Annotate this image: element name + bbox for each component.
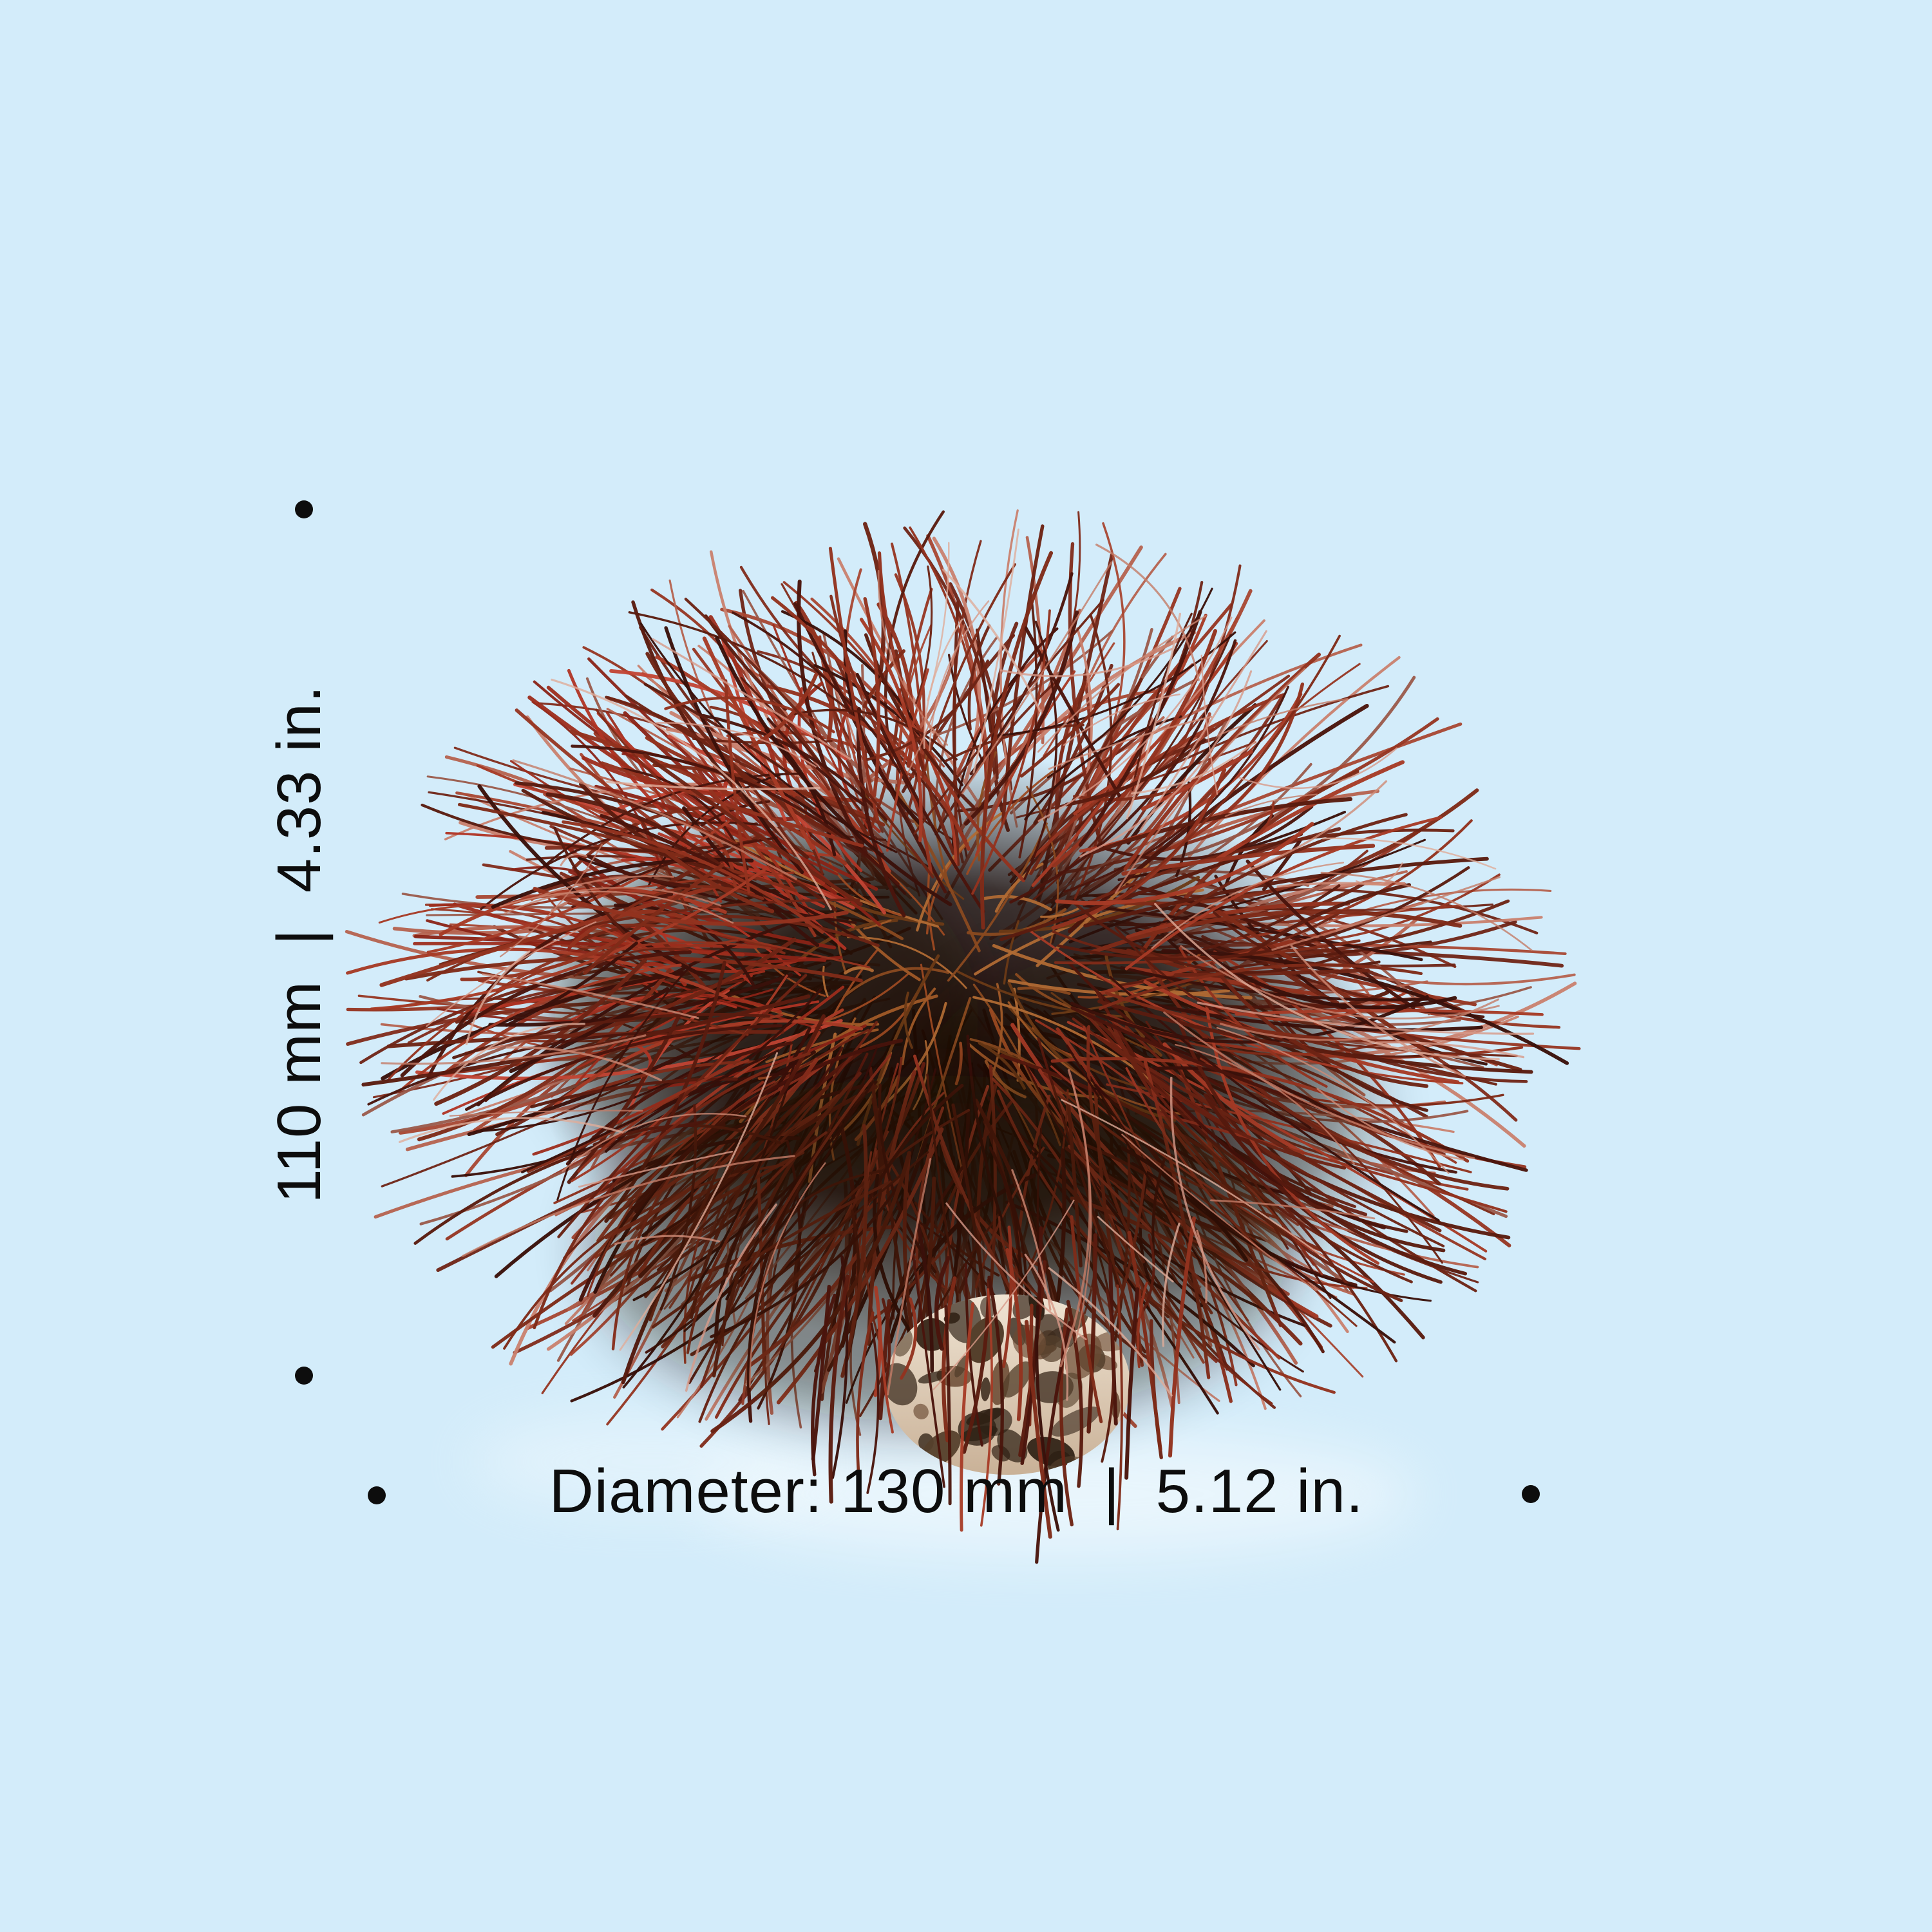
diameter-measure-left-dot [368, 1486, 386, 1504]
diameter-dimension-label: Diameter: 130 mm | 5.12 in. [549, 1457, 1364, 1526]
height-measure-bottom-dot [295, 1367, 313, 1385]
height-measure-top-dot [295, 500, 313, 518]
diameter-measure-right-dot [1522, 1485, 1540, 1503]
height-dimension-label: 110 mm | 4.33 in. [265, 685, 334, 1204]
